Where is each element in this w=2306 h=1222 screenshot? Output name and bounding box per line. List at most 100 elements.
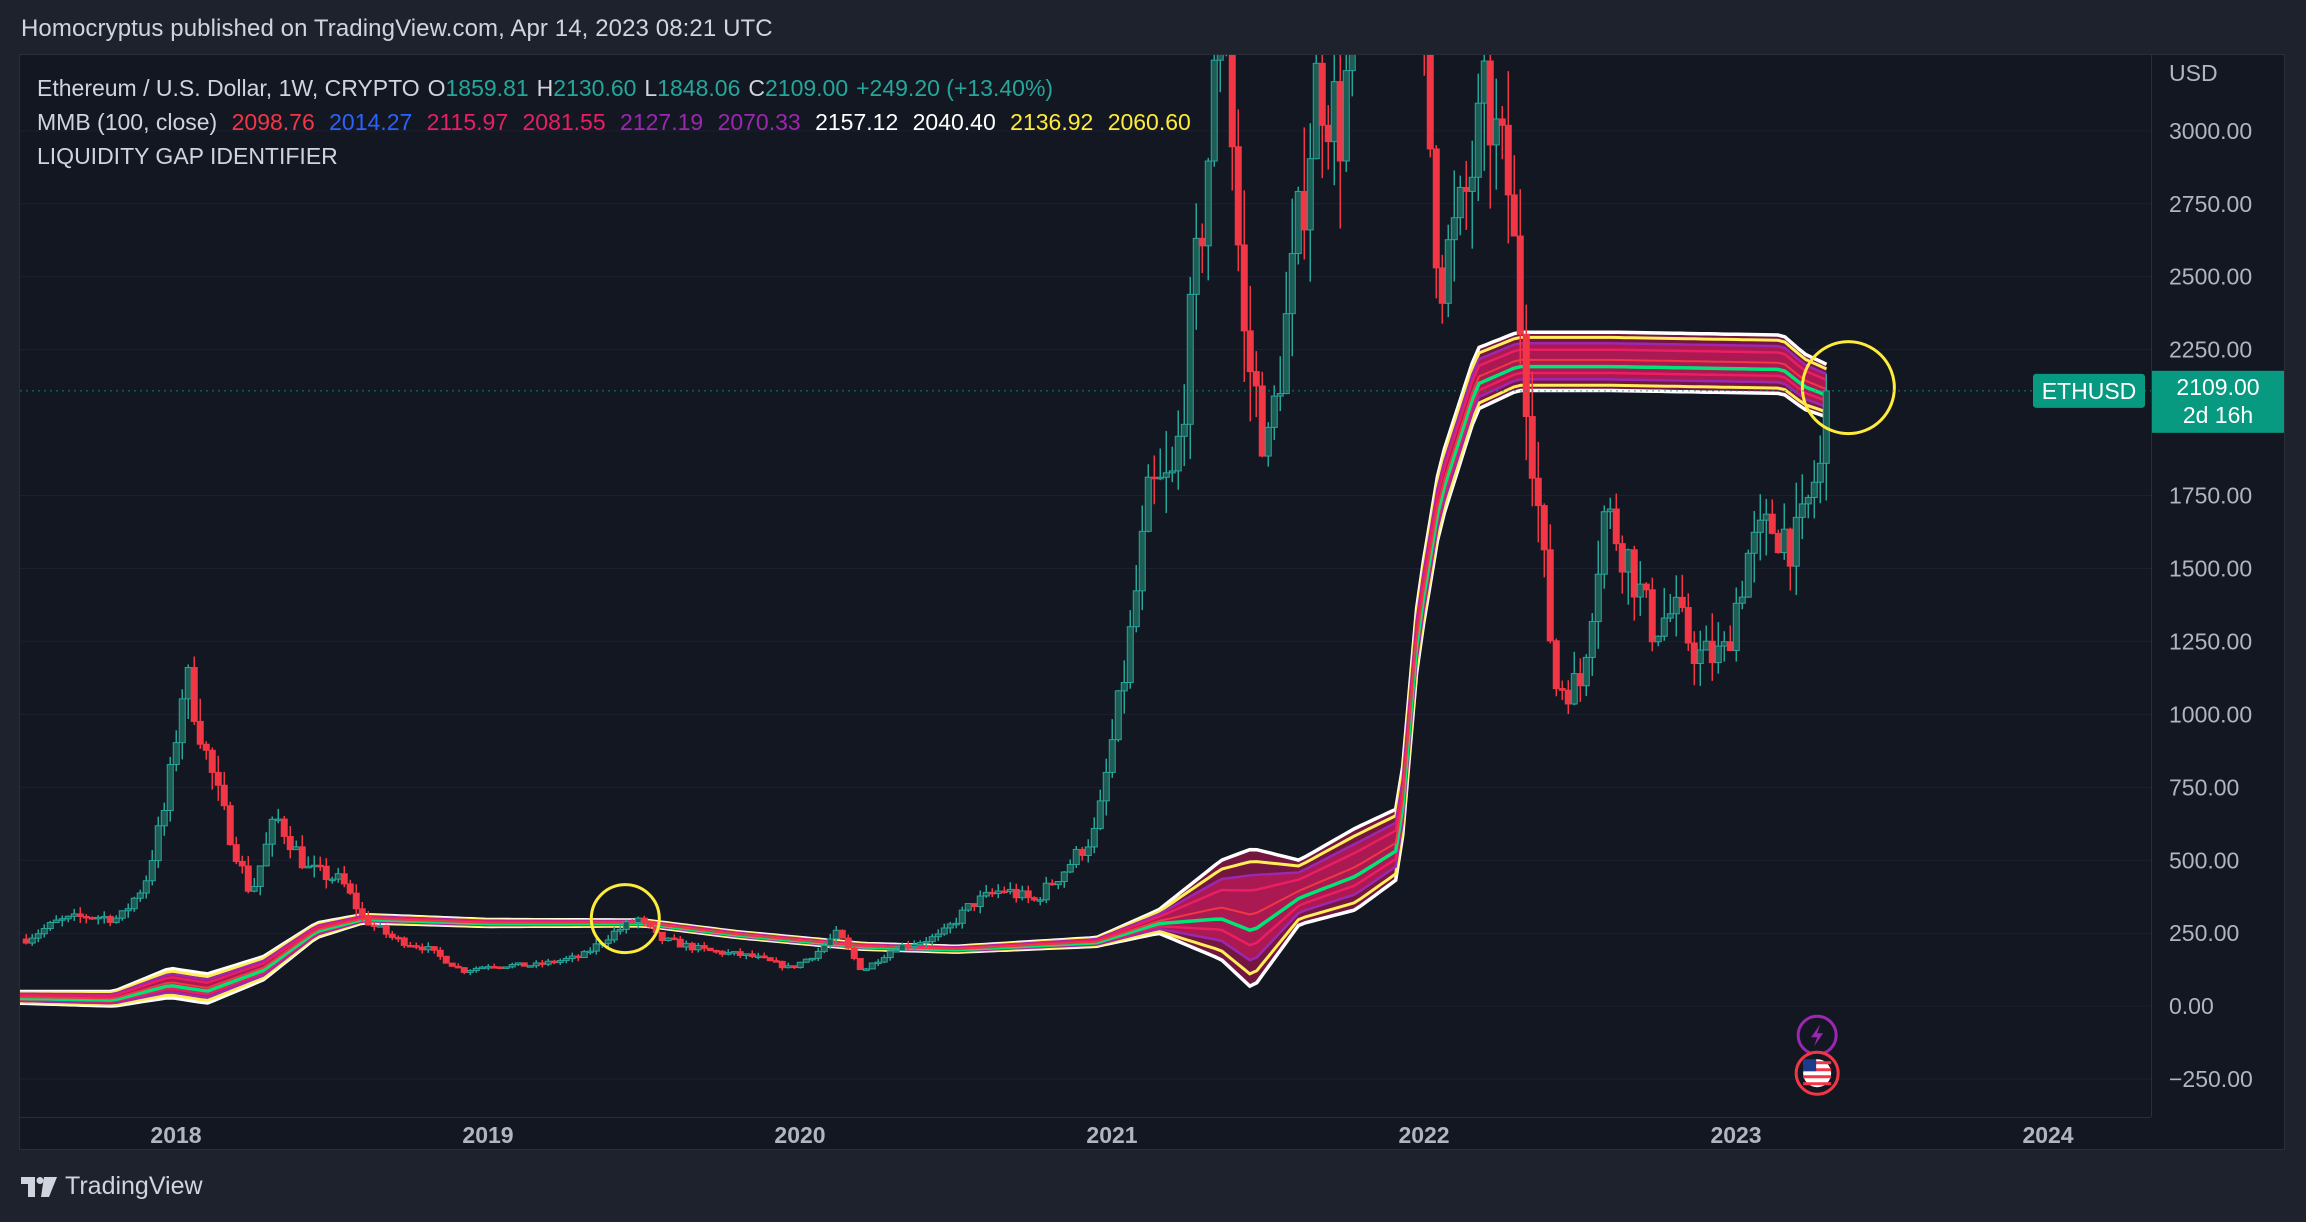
candle-body [1318, 62, 1326, 126]
candle-body [1300, 190, 1308, 231]
tradingview-brand[interactable]: TradingView [21, 1172, 203, 1201]
candle-body [430, 946, 438, 951]
candle-body [256, 865, 264, 887]
candle-body [646, 921, 654, 928]
candle-body [1516, 235, 1524, 335]
price-tick-label: 2250.00 [2169, 337, 2252, 363]
candle-body [1132, 590, 1140, 628]
candle-body [1780, 528, 1788, 554]
lightning-icon [1811, 1024, 1824, 1047]
candle-body [1624, 549, 1632, 573]
candle-body [1684, 606, 1692, 644]
candle-body [580, 951, 588, 959]
candle-body [928, 936, 936, 943]
mmb-value: 2081.55 [522, 109, 606, 135]
candle-body [868, 962, 876, 970]
candle-body [856, 957, 864, 971]
price-tick-label: 1250.00 [2169, 628, 2252, 654]
candle-body [460, 967, 468, 973]
lgi-indicator-title[interactable]: LIQUIDITY GAP IDENTIFIER [37, 143, 338, 169]
candle-body [532, 962, 540, 967]
candle-body [1564, 689, 1572, 705]
candle-body [1138, 530, 1146, 592]
candle-body [70, 913, 78, 917]
candle-body [1540, 505, 1548, 551]
candle-body [484, 966, 492, 969]
candle-body [1756, 519, 1764, 533]
candle-body [970, 903, 978, 908]
candle-body [394, 936, 402, 940]
candle-body [262, 843, 270, 867]
candle-body [148, 860, 156, 882]
candle-body [202, 743, 210, 751]
candle-body [214, 771, 222, 786]
candle-body [346, 883, 354, 894]
candle-body [64, 915, 72, 920]
time-tick-label: 2018 [150, 1122, 201, 1148]
price-axis[interactable] [2151, 55, 2284, 1117]
candle-body [940, 927, 948, 935]
candle-body [340, 873, 348, 885]
candle-body [976, 895, 984, 908]
candle-body [1750, 531, 1758, 554]
price-tick-label: 1750.00 [2169, 483, 2252, 509]
high-value: 2130.60 [553, 75, 637, 101]
candle-body [1528, 416, 1536, 479]
candle-body [1480, 60, 1488, 104]
candle-body [400, 937, 408, 946]
candle-body [1552, 640, 1560, 690]
candle-body [1000, 890, 1008, 894]
candle-body [892, 950, 900, 953]
candle-body [526, 965, 534, 968]
candle-body [700, 945, 708, 949]
candle-body [1576, 673, 1584, 687]
change-value: +249.20 (+13.40%) [856, 75, 1054, 101]
time-axis[interactable] [20, 1117, 2151, 1149]
candle-body [658, 931, 666, 942]
candle-body [1276, 393, 1284, 397]
candle-body [1204, 160, 1212, 247]
candle-body [1348, 55, 1356, 72]
us-flag-stripe [1803, 1061, 1832, 1065]
candle-body [1744, 552, 1752, 598]
candle-body [52, 919, 60, 923]
candle-body [1678, 596, 1686, 608]
candle-body [574, 955, 582, 959]
close-label: C [748, 75, 765, 101]
candle-body [634, 917, 642, 923]
price-tag-value: 2109.00 [2176, 374, 2259, 400]
chart-frame[interactable]: USD 3000.00 2750.00 2500.00 2250.00 1750.00 15… [19, 54, 2285, 1150]
candle-body [226, 805, 234, 846]
candle-body [616, 928, 624, 932]
candle-body [832, 929, 840, 940]
candle-body [376, 925, 384, 928]
time-tick-label: 2019 [462, 1122, 513, 1148]
us-flag-stripe [1803, 1082, 1832, 1086]
candle-body [448, 962, 456, 967]
candle-body [136, 892, 144, 899]
symbol-description[interactable]: Ethereum / U.S. Dollar, 1W, CRYPTO [37, 75, 420, 101]
candle-body [742, 953, 750, 956]
candle-body [124, 908, 132, 912]
candle-body [322, 865, 330, 880]
symbol-tag [2033, 373, 2145, 408]
mmb-indicator-title[interactable]: MMB (100, close) [37, 109, 218, 135]
candle-body [454, 965, 462, 969]
candle-body [190, 666, 198, 722]
candle-body [586, 950, 594, 954]
symbol-tag-label: ETHUSD [2042, 378, 2137, 404]
candle-body [1024, 890, 1032, 899]
candle-body [238, 860, 246, 867]
candle-body [640, 917, 648, 923]
candle-body [826, 938, 834, 946]
price-chart[interactable]: USD 3000.00 2750.00 2500.00 2250.00 1750.00 15… [20, 55, 2285, 1150]
candle-body [1696, 649, 1704, 665]
candle-body [1636, 583, 1644, 598]
candle-body [520, 962, 528, 967]
time-tick-label: 2020 [774, 1122, 825, 1148]
candle-body [1660, 617, 1668, 637]
candle-body [412, 945, 420, 948]
candle-body [388, 933, 396, 938]
price-tick-label: 3000.00 [2169, 118, 2252, 144]
candle-body [1102, 771, 1110, 802]
